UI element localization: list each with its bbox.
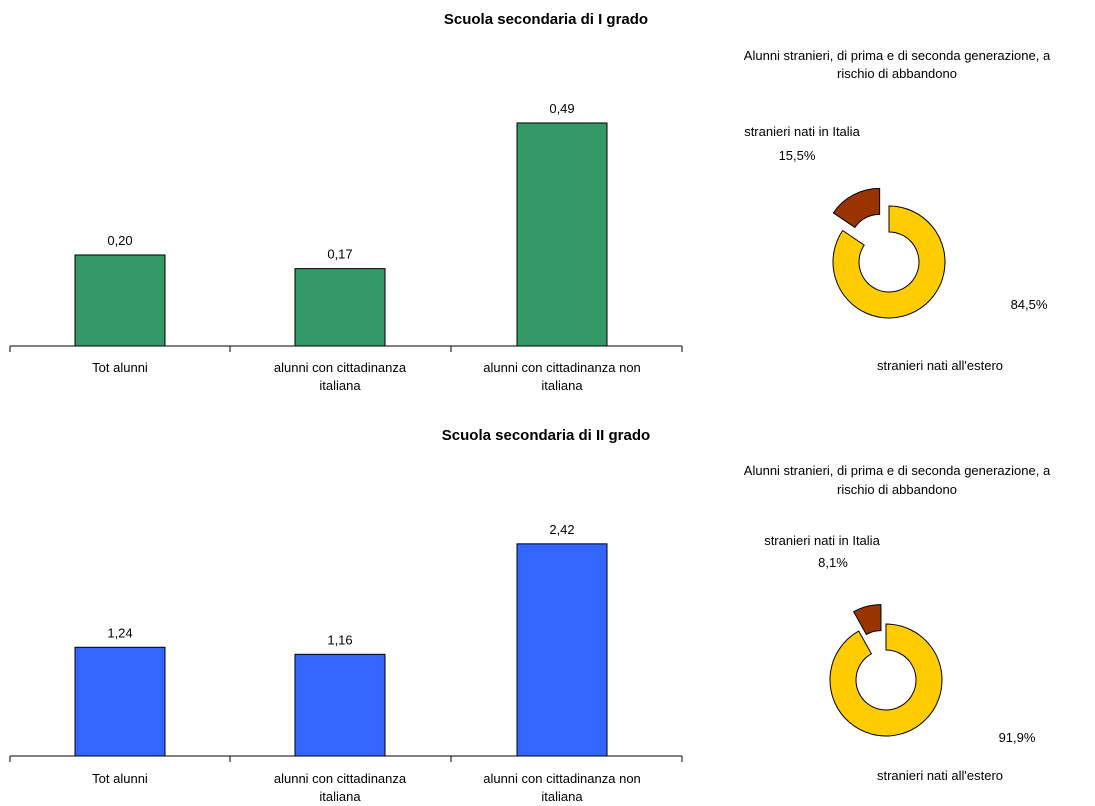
pie-slice (832, 187, 881, 229)
x-tick-label: italiana (319, 789, 361, 804)
chart-title: rischio di abbandono (837, 66, 957, 81)
slice-name-label: stranieri nati in Italia (744, 124, 860, 139)
slice-value-label: 15,5% (779, 148, 816, 163)
x-tick-label: alunni con cittadinanza non (483, 360, 641, 375)
bar (294, 268, 386, 347)
x-tick-label: italiana (541, 378, 583, 393)
data-label: 0,17 (327, 247, 352, 262)
x-tick-label: alunni con cittadinanza non (483, 771, 641, 786)
slice-name-label: stranieri nati all'estero (877, 358, 1003, 373)
x-tick-label: alunni con cittadinanza (274, 771, 407, 786)
x-tick-label: Tot alunni (92, 360, 148, 375)
chart-title: Scuola secondaria di II grado (442, 427, 650, 444)
data-label: 2,42 (549, 522, 574, 537)
data-label: 0,49 (549, 101, 574, 116)
slice-name-label: stranieri nati in Italia (764, 533, 880, 548)
x-tick-label: alunni con cittadinanza (274, 360, 407, 375)
chart-title: Scuola secondaria di I grado (444, 11, 648, 28)
data-label: 1,16 (327, 632, 352, 647)
bar-chart-2: Scuola secondaria di II grado 1,24 Tot alu… (9, 427, 683, 804)
x-tick-label: italiana (541, 789, 583, 804)
slice-value-label: 8,1% (818, 555, 848, 570)
x-tick-label: Tot alunni (92, 771, 148, 786)
x-tick-label: italiana (319, 378, 361, 393)
pie-slice (829, 623, 943, 737)
bar (74, 254, 166, 347)
bar (516, 543, 608, 757)
chart-title: Alunni stranieri, di prima e di seconda … (744, 48, 1051, 63)
data-label: 1,24 (107, 625, 132, 640)
slice-name-label: stranieri nati all'estero (877, 768, 1003, 783)
bar (294, 653, 386, 757)
donut-chart-1: Alunni stranieri, di prima e di seconda … (744, 48, 1051, 373)
pie-slice (852, 604, 882, 636)
bar (516, 122, 608, 347)
donut-chart-2: Alunni stranieri, di prima e di seconda … (744, 463, 1051, 783)
bar (74, 646, 166, 757)
pie-slice (832, 205, 946, 319)
slice-value-label: 84,5% (1011, 297, 1048, 312)
slice-value-label: 91,9% (999, 730, 1036, 745)
bar-chart-1: Scuola secondaria di I grado 0,20 Tot alun… (9, 11, 683, 393)
data-label: 0,20 (107, 233, 132, 248)
chart-title: Alunni stranieri, di prima e di seconda … (744, 463, 1051, 478)
chart-title: rischio di abbandono (837, 482, 957, 497)
